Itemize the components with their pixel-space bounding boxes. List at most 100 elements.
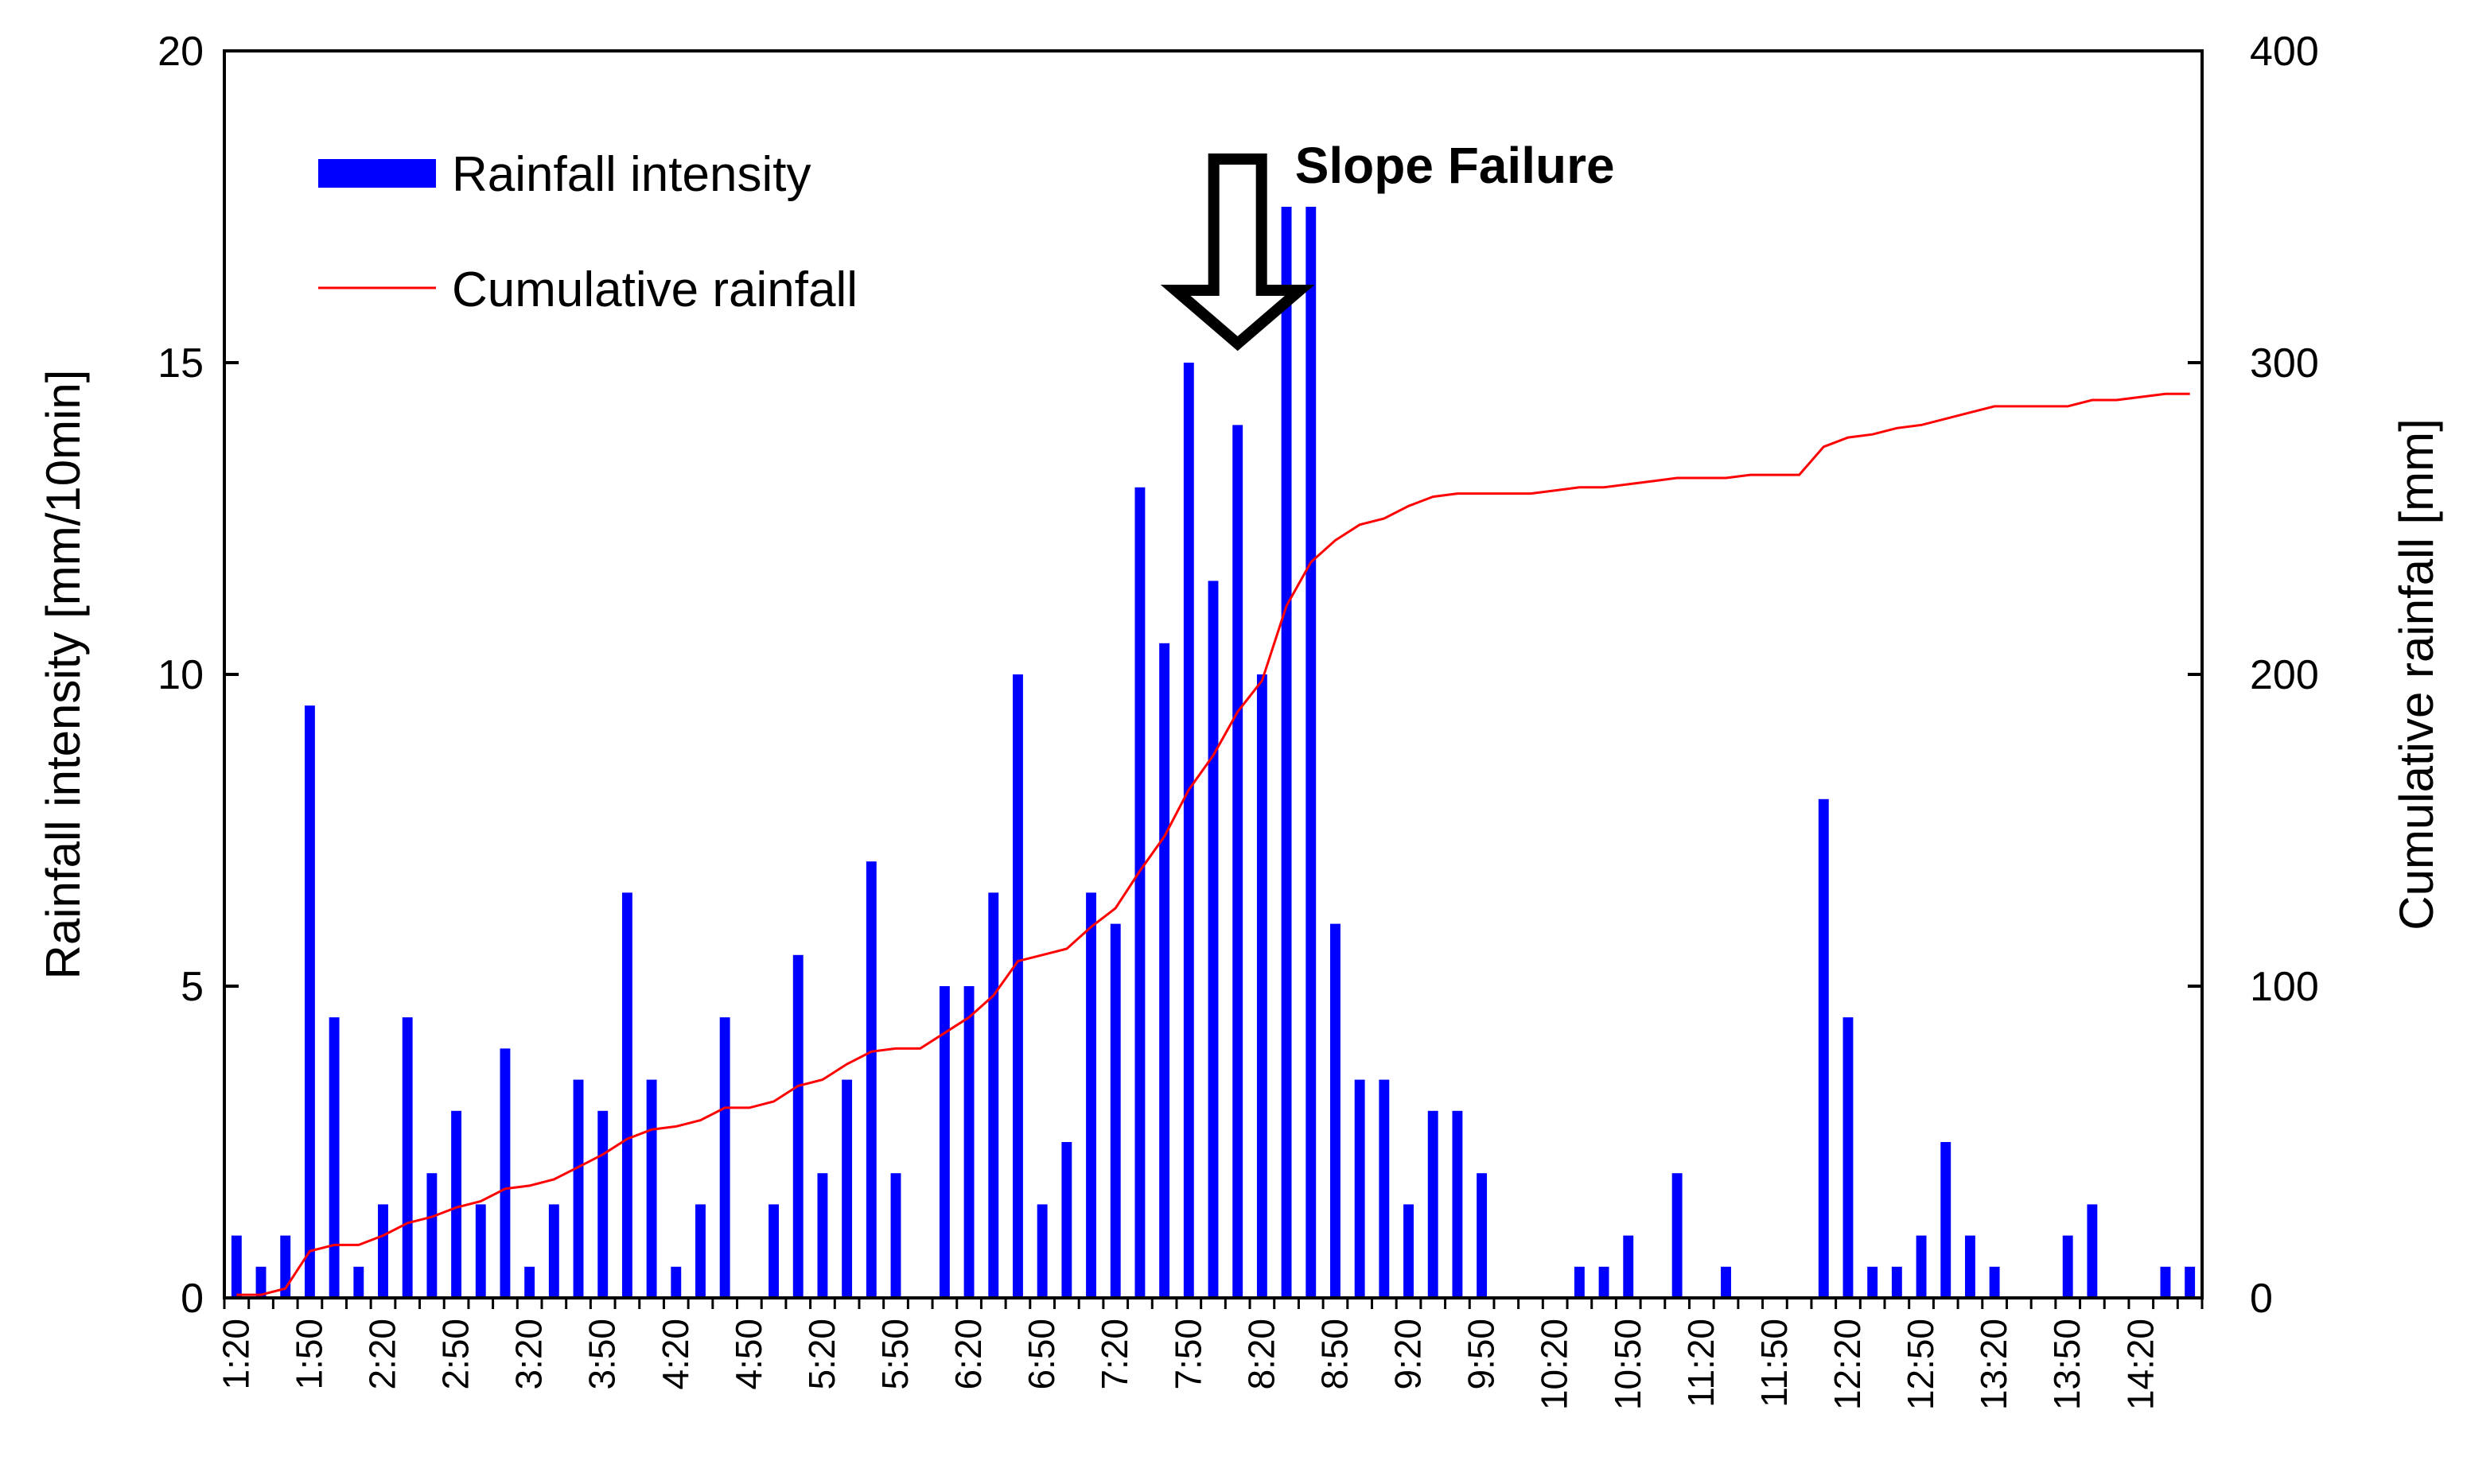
bar-12:20 xyxy=(1842,1017,1854,1298)
x-tick-label-11:20: 11:20 xyxy=(1680,1319,1722,1408)
left-tick-label-15: 15 xyxy=(158,340,204,387)
bar-12:30 xyxy=(1867,1266,1878,1298)
bar-10:50 xyxy=(1623,1235,1634,1298)
right-tick-label-200: 200 xyxy=(2250,652,2319,698)
bar-5:20 xyxy=(817,1173,828,1298)
bar-3:00 xyxy=(475,1204,486,1298)
x-tick-label-6:50: 6:50 xyxy=(1021,1319,1062,1390)
x-tick-label-12:20: 12:20 xyxy=(1827,1319,1868,1410)
bar-6:40 xyxy=(1013,674,1023,1298)
bar-5:40 xyxy=(866,861,877,1298)
y2-axis-title: Cumulative rainfall [mm] xyxy=(2390,418,2443,930)
bar-10:30 xyxy=(1574,1266,1585,1298)
bar-6:30 xyxy=(988,892,999,1298)
bar-14:40 xyxy=(2185,1266,2196,1298)
bar-3:20 xyxy=(524,1266,535,1298)
x-tick-label-2:50: 2:50 xyxy=(435,1319,477,1390)
bar-5:10 xyxy=(792,954,804,1298)
left-tick-label-0: 0 xyxy=(181,1276,204,1322)
left-tick-label-10: 10 xyxy=(158,652,204,698)
x-tick-label-9:50: 9:50 xyxy=(1461,1319,1502,1390)
bar-1:20 xyxy=(231,1235,242,1298)
bar-4:00 xyxy=(621,892,632,1298)
slope-failure-annotation: Slope Failure xyxy=(1160,137,1615,352)
bar-8:20 xyxy=(1256,674,1267,1298)
bar-13:50 xyxy=(2062,1235,2073,1298)
bar-9:00 xyxy=(1354,1079,1365,1298)
bar-5:30 xyxy=(842,1079,853,1298)
x-tick-label-3:20: 3:20 xyxy=(508,1319,550,1390)
x-tick-label-7:20: 7:20 xyxy=(1094,1319,1135,1390)
legend-label-cumulative-rainfall: Cumulative rainfall xyxy=(452,262,858,317)
bar-4:30 xyxy=(695,1204,706,1298)
bar-8:10 xyxy=(1232,425,1243,1298)
cumulative-rainfall-line xyxy=(236,392,2190,1296)
bar-4:20 xyxy=(671,1266,682,1298)
bar-5:00 xyxy=(769,1204,780,1298)
bar-2:20 xyxy=(378,1204,388,1298)
bar-7:40 xyxy=(1159,643,1170,1298)
bar-13:10 xyxy=(1964,1235,1975,1298)
x-tick-label-5:50: 5:50 xyxy=(874,1319,916,1390)
x-tick-label-5:20: 5:20 xyxy=(801,1319,842,1390)
bar-12:50 xyxy=(1916,1235,1927,1298)
bar-9:50 xyxy=(1477,1173,1488,1298)
x-tick-label-13:50: 13:50 xyxy=(2046,1319,2088,1410)
x-tick-label-4:50: 4:50 xyxy=(728,1319,769,1390)
bar-9:30 xyxy=(1427,1110,1438,1298)
bar-13:20 xyxy=(1989,1266,2000,1298)
line-layer xyxy=(236,392,2190,1296)
bar-3:50 xyxy=(597,1110,609,1298)
left-tick-label-5: 5 xyxy=(181,964,204,1010)
legend: Rainfall intensity Cumulative rainfall xyxy=(318,147,858,317)
slope-failure-label: Slope Failure xyxy=(1295,137,1615,194)
bar-11:10 xyxy=(1671,1173,1683,1298)
bar-13:00 xyxy=(1940,1142,1951,1298)
bar-6:50 xyxy=(1037,1204,1048,1298)
bar-14:30 xyxy=(2160,1266,2171,1298)
bar-7:20 xyxy=(1110,923,1121,1298)
x-tick-label-6:20: 6:20 xyxy=(947,1319,989,1390)
bar-8:50 xyxy=(1330,923,1341,1298)
legend-label-rainfall-intensity: Rainfall intensity xyxy=(452,147,811,202)
bar-12:40 xyxy=(1891,1266,1902,1298)
bar-5:50 xyxy=(890,1173,901,1298)
right-y-axis: 0 100 200 300 400 xyxy=(2188,29,2319,1322)
right-tick-label-400: 400 xyxy=(2250,29,2319,75)
bar-14:00 xyxy=(2087,1204,2098,1298)
x-axis: 1:20 1:50 2:20 2:50 3:20 3:50 4:20 4:50 5:20 5:50… xyxy=(215,1298,2204,1410)
bar-8:00 xyxy=(1208,581,1219,1298)
bar-6:10 xyxy=(939,986,950,1298)
legend-bar-swatch xyxy=(318,159,436,188)
x-tick-label-12:50: 12:50 xyxy=(1900,1319,1941,1410)
bar-2:00 xyxy=(329,1017,340,1298)
x-tick-label-10:20: 10:20 xyxy=(1534,1319,1575,1410)
x-tick-label-13:20: 13:20 xyxy=(1973,1319,2014,1410)
x-tick-label-7:50: 7:50 xyxy=(1167,1319,1208,1390)
x-tick-label-8:20: 8:20 xyxy=(1240,1319,1282,1390)
bar-1:30 xyxy=(255,1266,267,1298)
bar-3:40 xyxy=(573,1079,584,1298)
bar-2:10 xyxy=(353,1266,364,1298)
down-arrow-icon xyxy=(1160,153,1315,352)
x-tick-label-10:50: 10:50 xyxy=(1607,1319,1648,1410)
left-tick-label-20: 20 xyxy=(158,29,204,75)
bar-11:30 xyxy=(1721,1266,1731,1298)
x-tick-label-4:20: 4:20 xyxy=(655,1319,696,1390)
bar-12:10 xyxy=(1818,798,1829,1298)
x-tick-label-8:50: 8:50 xyxy=(1313,1319,1355,1390)
bar-7:00 xyxy=(1061,1142,1072,1298)
x-tick-label-3:50: 3:50 xyxy=(582,1319,623,1390)
bar-2:50 xyxy=(451,1110,462,1298)
bar-6:20 xyxy=(963,986,975,1298)
y-axis-title: Rainfall intensity [mm/10min] xyxy=(37,370,90,980)
x-tick-label-9:20: 9:20 xyxy=(1387,1319,1429,1390)
bar-9:10 xyxy=(1379,1079,1390,1298)
bar-2:40 xyxy=(426,1173,438,1298)
bar-9:40 xyxy=(1452,1110,1463,1298)
bar-7:30 xyxy=(1134,487,1146,1298)
bar-1:40 xyxy=(280,1235,291,1298)
bar-2:30 xyxy=(402,1017,413,1298)
x-tick-label-1:20: 1:20 xyxy=(215,1319,256,1390)
